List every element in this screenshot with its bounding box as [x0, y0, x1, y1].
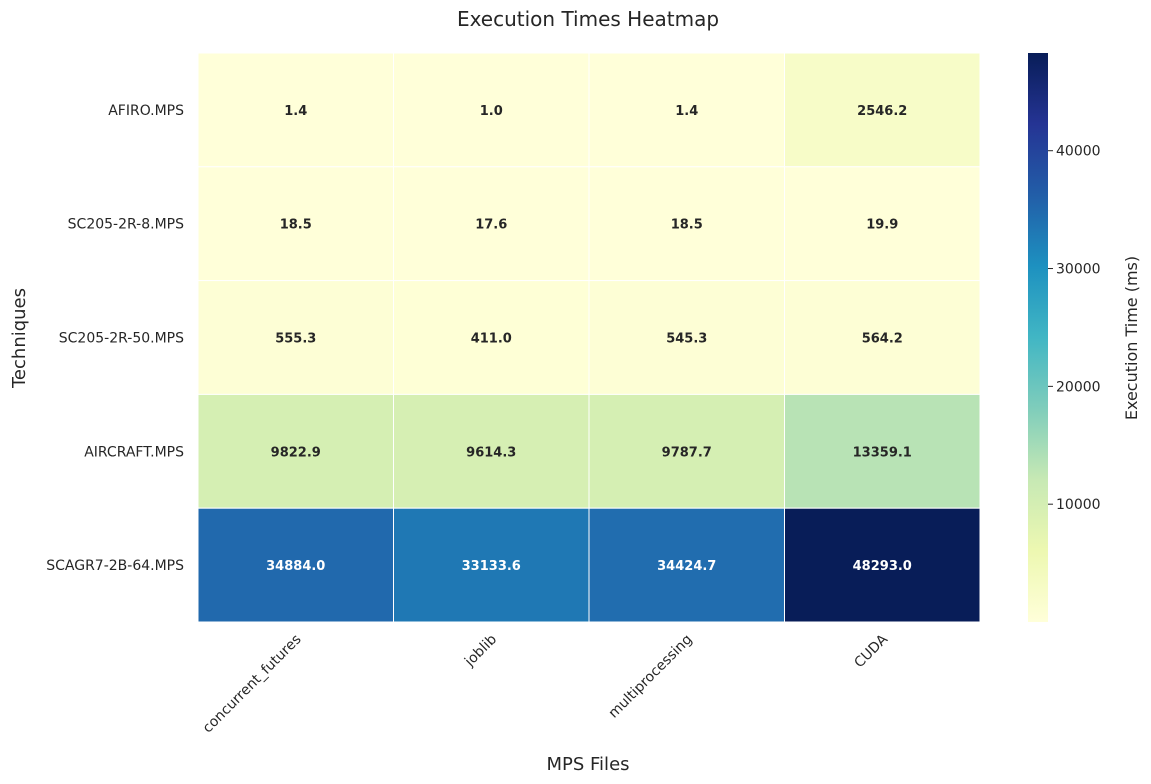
cell-value-label: 411.0 — [471, 332, 512, 347]
heatmap-cell-labels: 1.4 1.0 1.4 2546.2 18.5 17.6 18.5 19.9 555.3 411.… — [266, 104, 912, 574]
heatmap-cell — [784, 280, 981, 395]
column-tick-labels: concurrent_futures joblib multiprocessing C… — [200, 631, 892, 736]
heatmap-cell — [588, 52, 785, 168]
row-tick-label: AIRCRAFT.MPS — [84, 444, 184, 460]
colorbar-tick-label: 20000 — [1056, 379, 1101, 395]
colorbar — [1028, 53, 1048, 622]
heatmap-cells — [197, 52, 981, 623]
heatmap-cell — [784, 166, 981, 282]
cell-value-label: 33133.6 — [462, 559, 521, 574]
heatmap-cell — [588, 393, 785, 509]
column-tick-label: joblib — [461, 631, 500, 670]
colorbar-tick-label: 30000 — [1056, 262, 1101, 278]
heatmap-cell — [588, 507, 785, 623]
cell-value-label: 34884.0 — [266, 559, 325, 574]
heatmap-cell — [784, 393, 981, 509]
cell-value-label: 18.5 — [280, 218, 312, 233]
cell-value-label: 9787.7 — [662, 445, 712, 460]
cell-value-label: 1.4 — [284, 104, 307, 119]
column-tick-label: multiprocessing — [606, 632, 696, 722]
cell-value-label: 9822.9 — [271, 445, 321, 460]
cell-value-label: 17.6 — [475, 218, 507, 233]
heatmap-cell — [197, 166, 394, 282]
cell-value-label: 9614.3 — [466, 445, 516, 460]
cell-value-label: 13359.1 — [853, 445, 912, 460]
row-tick-label: SC205-2R-50.MPS — [59, 331, 184, 347]
chart-title: Execution Times Heatmap — [457, 7, 719, 31]
colorbar-ticks: 10000 20000 30000 40000 — [1048, 144, 1101, 513]
heatmap-cell — [784, 52, 981, 168]
row-tick-label: AFIRO.MPS — [108, 103, 184, 119]
colorbar-tick-label: 40000 — [1056, 144, 1101, 160]
column-tick-label: CUDA — [851, 631, 891, 671]
heatmap-cell — [197, 507, 394, 623]
cell-value-label: 555.3 — [275, 332, 316, 347]
x-axis-label: MPS Files — [546, 754, 629, 775]
column-tick-label: concurrent_futures — [200, 632, 305, 737]
cell-value-label: 18.5 — [671, 218, 703, 233]
cell-value-label: 19.9 — [866, 218, 898, 233]
row-tick-label: SCAGR7-2B-64.MPS — [46, 558, 184, 574]
cell-value-label: 564.2 — [862, 332, 903, 347]
colorbar-tick-label: 10000 — [1056, 497, 1101, 513]
cell-value-label: 1.0 — [480, 104, 503, 119]
cell-value-label: 2546.2 — [857, 104, 907, 119]
colorbar-label: Execution Time (ms) — [1122, 256, 1141, 420]
row-tick-label: SC205-2R-8.MPS — [68, 217, 184, 233]
heatmap-cell — [393, 507, 590, 623]
heatmap-cell — [393, 280, 590, 395]
cell-value-label: 1.4 — [675, 104, 698, 119]
row-tick-labels: AFIRO.MPS SC205-2R-8.MPS SC205-2R-50.MPS AI… — [46, 103, 184, 574]
heatmap-cell — [197, 393, 394, 509]
heatmap-cell — [197, 52, 394, 168]
heatmap-cell — [393, 166, 590, 282]
cell-value-label: 48293.0 — [853, 559, 912, 574]
heatmap-cell — [784, 507, 981, 623]
cell-value-label: 34424.7 — [657, 559, 716, 574]
cell-value-label: 545.3 — [666, 332, 707, 347]
heatmap-cell — [393, 393, 590, 509]
heatmap-cell — [393, 52, 590, 168]
heatmap-cell — [588, 166, 785, 282]
y-axis-label: Techniques — [9, 288, 30, 389]
